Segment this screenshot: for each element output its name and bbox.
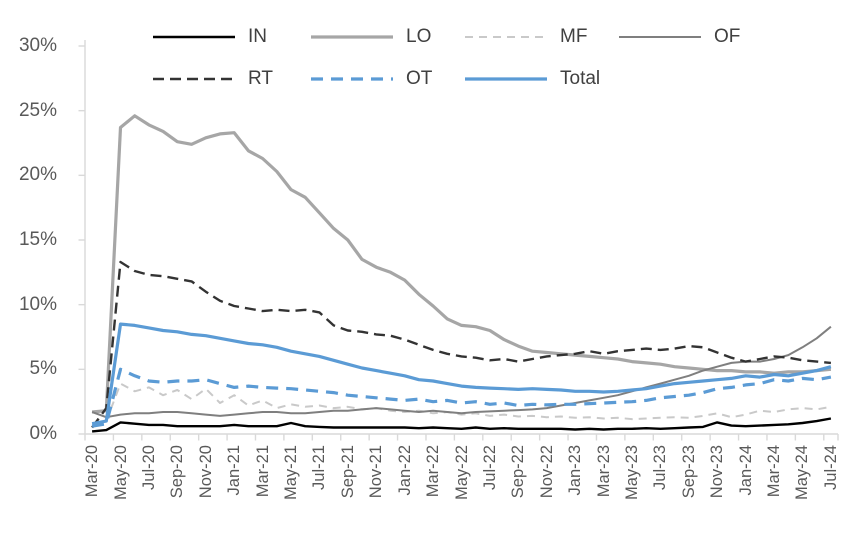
x-tick-label: Mar-22 — [424, 445, 443, 498]
series-line-ot — [91, 367, 832, 428]
legend-label-of: OF — [714, 26, 741, 47]
series-line-mf — [91, 382, 832, 428]
series-line-lo — [91, 114, 832, 414]
legend-item-of: OF — [618, 26, 740, 48]
x-tick-label: Jul-24 — [821, 445, 840, 490]
x-tick-label: Jul-21 — [310, 445, 329, 490]
x-tick-label: Sep-23 — [679, 445, 698, 499]
legend-item-lo: LO — [310, 26, 431, 48]
legend-label-lo: LO — [406, 26, 432, 47]
x-tick-label: May-21 — [282, 445, 300, 501]
x-tick-label: Mar-23 — [594, 445, 613, 498]
series-line-rt — [91, 260, 832, 429]
legend-marker-mf-line — [465, 36, 547, 38]
legend-item-ot: OT — [310, 68, 432, 90]
x-tick-label: Nov-20 — [196, 445, 215, 499]
legend-item-in: IN — [152, 26, 267, 48]
legend-marker-lo-line — [311, 35, 393, 39]
legend-marker-of-line — [619, 36, 701, 38]
legend-label-total: Total — [560, 68, 601, 89]
x-tick-label: Sep-20 — [168, 445, 187, 499]
legend-marker-rt-line — [153, 77, 235, 81]
x-tick-label: Jul-22 — [480, 445, 499, 490]
legend-label-mf: MF — [560, 26, 588, 47]
x-tick-label: May-24 — [793, 445, 812, 501]
x-tick-label: Sep-22 — [509, 445, 528, 499]
x-tick-label: Mar-20 — [83, 445, 102, 498]
y-tick-label: 0% — [29, 423, 57, 444]
y-tick-label: 20% — [18, 164, 57, 186]
legend-item-mf: MF — [464, 26, 587, 48]
legend-label-rt: RT — [248, 68, 273, 89]
y-tick-label: 15% — [18, 229, 57, 250]
x-tick-label: Mar-21 — [253, 445, 272, 498]
legend-label-in: IN — [248, 26, 267, 47]
x-tick-label: Jan-24 — [736, 445, 755, 496]
x-tick-label: Nov-23 — [708, 445, 727, 499]
legend-item-total: Total — [464, 68, 600, 90]
series-line-total — [91, 322, 832, 426]
y-tick-label: 25% — [18, 99, 57, 121]
x-tick-label: Jan-23 — [566, 445, 585, 496]
x-tick-label: Nov-21 — [367, 445, 386, 499]
legend-marker-ot-line — [311, 77, 393, 81]
x-tick-label: Nov-22 — [537, 445, 556, 499]
y-tick-label: 30% — [18, 35, 57, 56]
x-tick-label: Sep-21 — [338, 445, 357, 499]
x-tick-label: Mar-24 — [765, 445, 784, 498]
legend-marker-total-line — [465, 77, 547, 81]
x-tick-label: Jan-22 — [395, 445, 414, 496]
x-tick-label: May-20 — [111, 445, 130, 501]
legend-label-ot: OT — [406, 68, 433, 89]
x-tick-label: May-22 — [452, 445, 471, 501]
x-tick-label: Jan-21 — [225, 445, 244, 496]
x-tick-label: May-23 — [622, 445, 641, 501]
y-tick-label: 5% — [29, 358, 57, 380]
x-tick-label: Jul-23 — [651, 445, 670, 490]
y-tick-label: 10% — [18, 293, 57, 315]
series-line-in — [91, 417, 832, 433]
series-line-of — [91, 325, 832, 419]
legend-item-rt: RT — [152, 68, 273, 90]
x-tick-label: Jul-20 — [139, 445, 158, 490]
legend-marker-in-line — [153, 35, 235, 39]
